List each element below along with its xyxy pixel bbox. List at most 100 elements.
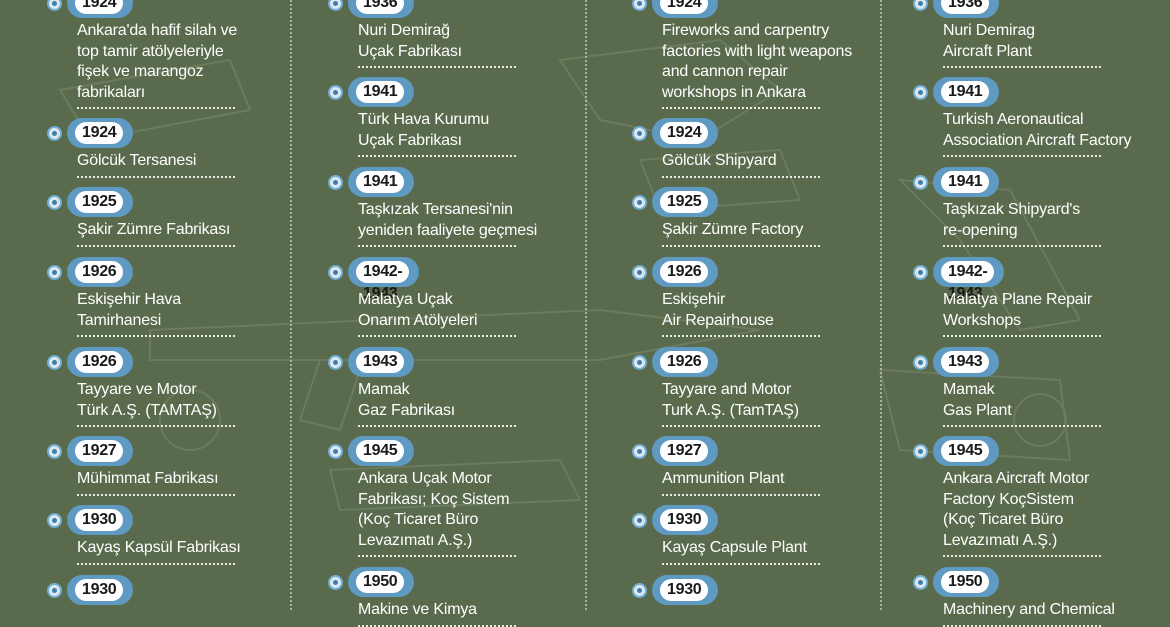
entry-description: Kayaş Capsule Plant bbox=[662, 538, 807, 559]
description-line: Makine ve Kimya bbox=[358, 601, 477, 618]
description-line: Türk A.Ş. (TAMTAŞ) bbox=[77, 401, 217, 419]
year-label: 1930 bbox=[660, 509, 709, 531]
description-line: Workshops bbox=[943, 311, 1021, 329]
bullet-dot-icon bbox=[913, 444, 928, 459]
description-line: Onarım Atölyeleri bbox=[358, 311, 478, 329]
entry-description: Nuri Demirag Aircraft Plant bbox=[943, 21, 1035, 62]
description-line: Gas Plant bbox=[943, 401, 1012, 419]
description-line: Eskişehir Hava bbox=[77, 291, 181, 308]
description-line: Fireworks and carpentry bbox=[662, 22, 830, 39]
year-badge: 1927 bbox=[67, 436, 134, 466]
entry-description: Nuri Demirağ Uçak Fabrikası bbox=[358, 21, 462, 62]
dotted-underline bbox=[358, 335, 516, 337]
description-line: Aircraft Plant bbox=[943, 42, 1032, 60]
description-line: Malatya Plane Repair bbox=[943, 291, 1092, 308]
year-label: 1945 bbox=[941, 440, 990, 462]
year-badge: 1941 bbox=[348, 77, 415, 107]
description-line: Tayyare ve Motor bbox=[77, 381, 197, 398]
entry-description: Turkish Aeronautical Association Aircraft… bbox=[943, 110, 1131, 151]
year-badge: 1924 bbox=[652, 0, 719, 18]
description-line: Nuri Demirag bbox=[943, 22, 1035, 39]
year-label: 1926 bbox=[660, 351, 709, 373]
description-line: Kayaş Capsule Plant bbox=[662, 539, 807, 556]
year-badge: 1924 bbox=[67, 0, 134, 18]
entry-description: Gölcük Tersanesi bbox=[77, 151, 196, 172]
description-line: (Koç Ticaret Büro bbox=[943, 511, 1064, 528]
entry-description: Taşkızak Tersanesi'nin yeniden faaliyete … bbox=[358, 200, 537, 241]
dotted-underline bbox=[358, 555, 516, 557]
entry-description: Eskişehir Hava Tamirhanesi bbox=[77, 290, 181, 331]
dotted-underline bbox=[77, 335, 235, 337]
entry-description: Malatya Plane Repair Workshops bbox=[943, 290, 1092, 331]
entry-description: Gölcük Shipyard bbox=[662, 151, 777, 172]
dotted-underline bbox=[662, 244, 820, 247]
year-badge: 1941 bbox=[933, 77, 1000, 107]
year-label: 1924 bbox=[75, 122, 124, 144]
year-label: 1950 bbox=[356, 571, 405, 593]
dotted-underline bbox=[943, 555, 1101, 557]
description-line: and cannon repair bbox=[662, 63, 788, 80]
bullet-dot-icon bbox=[47, 126, 62, 141]
bullet-dot-icon bbox=[632, 126, 647, 141]
description-line: workshops in Ankara bbox=[662, 83, 806, 101]
column-divider bbox=[585, 0, 587, 610]
entry-description: Fireworks and carpentry factories with li… bbox=[662, 21, 852, 103]
year-label: 1926 bbox=[660, 261, 709, 283]
entry-description: Malatya Uçak Onarım Atölyeleri bbox=[358, 290, 478, 331]
description-line: fabrikaları bbox=[77, 83, 146, 101]
description-line: Taşkızak Shipyard's bbox=[943, 201, 1081, 218]
bullet-dot-icon bbox=[328, 85, 343, 100]
bullet-dot-icon bbox=[632, 195, 647, 210]
year-label: 1941 bbox=[356, 81, 405, 103]
entry-description: Kayaş Kapsül Fabrikası bbox=[77, 538, 241, 559]
bullet-dot-icon bbox=[328, 175, 343, 190]
year-badge: 1926 bbox=[652, 347, 719, 377]
year-label: 1927 bbox=[660, 440, 709, 462]
dotted-underline bbox=[358, 624, 516, 627]
year-label: 1924 bbox=[660, 0, 709, 14]
entry-description: Tayyare and Motor Turk A.Ş. (TamTAŞ) bbox=[662, 380, 799, 421]
description-line: Mamak bbox=[943, 381, 995, 398]
dotted-underline bbox=[662, 107, 820, 109]
bullet-dot-icon bbox=[913, 355, 928, 370]
description-line: Ankara'da hafif silah ve bbox=[77, 22, 238, 39]
description-line: yeniden faaliyete geçmesi bbox=[358, 221, 538, 239]
dotted-underline bbox=[358, 66, 516, 68]
description-line: Tayyare and Motor bbox=[662, 381, 792, 398]
entry-description: Ankara Aircraft Motor Factory KoçSistem (K… bbox=[943, 469, 1089, 551]
dotted-underline bbox=[943, 245, 1101, 247]
year-badge: 1924 bbox=[67, 118, 134, 148]
bullet-dot-icon bbox=[47, 0, 62, 11]
description-line: Şakir Zümre Fabrikası bbox=[77, 221, 231, 238]
bullet-dot-icon bbox=[328, 444, 343, 459]
dotted-underline bbox=[662, 493, 820, 496]
year-badge: 1942-1943 bbox=[933, 257, 1005, 302]
description-line: Uçak Fabrikası bbox=[358, 131, 462, 149]
year-label: 1925 bbox=[660, 191, 709, 213]
dotted-underline bbox=[662, 562, 820, 565]
year-badge: 1926 bbox=[652, 257, 719, 287]
year-label: 1943 bbox=[941, 351, 990, 373]
year-badge: 1936 bbox=[348, 0, 415, 18]
dotted-underline bbox=[943, 624, 1101, 627]
year-label: 1926 bbox=[75, 261, 124, 283]
entry-description: Taşkızak Shipyard's re-opening bbox=[943, 200, 1080, 241]
bullet-dot-icon bbox=[913, 0, 928, 11]
description-line: fişek ve marangoz bbox=[77, 63, 204, 80]
dotted-underline bbox=[77, 562, 235, 565]
dotted-underline bbox=[662, 335, 820, 337]
dotted-underline bbox=[77, 107, 235, 109]
bullet-dot-icon bbox=[47, 513, 62, 528]
dotted-underline bbox=[77, 175, 235, 178]
year-label: 1936 bbox=[356, 0, 405, 14]
bullet-dot-icon bbox=[913, 175, 928, 190]
bullet-dot-icon bbox=[328, 355, 343, 370]
description-line: Tamirhanesi bbox=[77, 311, 162, 329]
description-line: Turkish Aeronautical bbox=[943, 111, 1084, 128]
description-line: Eskişehir bbox=[662, 291, 726, 308]
entry-description: Tayyare ve Motor Türk A.Ş. (TAMTAŞ) bbox=[77, 380, 217, 421]
description-line: Gölcük Tersanesi bbox=[77, 152, 197, 169]
year-label: 1942-1943 bbox=[941, 261, 995, 302]
description-line: Association Aircraft Factory bbox=[943, 131, 1132, 149]
entry-description: Ankara'da hafif silah ve top tamir atölye… bbox=[77, 21, 237, 103]
